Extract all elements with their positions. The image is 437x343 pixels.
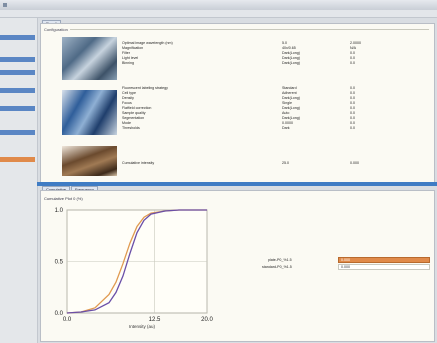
- sidebar-item-1[interactable]: [0, 35, 35, 40]
- chart-title: Cumulative Plot 0 (%): [44, 196, 83, 201]
- x-tick-label: 12.5: [149, 317, 161, 323]
- x-axis-label: Intensity (au): [129, 324, 156, 329]
- table-row: Density Dark(Long) 0.0: [122, 96, 355, 100]
- readout-value-1[interactable]: 0.000: [338, 257, 430, 263]
- sample-thumbnail-2: [62, 90, 117, 135]
- x-tick-label: 0.0: [63, 317, 72, 323]
- table-row: Focus Single 0.0: [122, 101, 355, 105]
- table-row: Fluorescent labeling strategy Standard 0.0: [122, 86, 355, 90]
- y-tick-label: 0.0: [55, 311, 64, 317]
- tab-frequency[interactable]: Frequency: [71, 186, 98, 192]
- menu-bar: [0, 10, 437, 18]
- table-row: Thresholds Dark 0.0: [122, 126, 355, 130]
- x-tick-label: 20.0: [201, 317, 213, 323]
- sidebar-item-5[interactable]: [0, 106, 35, 111]
- table-row: Optimal image wavelength (nm) 5.0 2.0000: [122, 41, 361, 45]
- cumulative-chart: 0.0 12.5 20.0 1.0 0.5 0.0 Intensity (au): [42, 200, 222, 335]
- table-row: Segmentation Dark(Long) 0.0: [122, 116, 355, 120]
- table-row: Filter Dark(Long) 0.0: [122, 51, 355, 55]
- readout-label-2: standard-P0_%1.5: [262, 265, 292, 269]
- sidebar: [0, 18, 38, 343]
- readout-label-1: plate-P0_%1.5: [268, 258, 292, 262]
- chart-svg: 0.0 12.5 20.0 1.0 0.5 0.0 Intensity (au): [55, 208, 214, 329]
- panel-divider[interactable]: [37, 182, 437, 186]
- table-row: Cell type Adherent 0.0: [122, 91, 355, 95]
- y-tick-label: 0.5: [55, 260, 64, 266]
- sample-thumbnail-1: [62, 37, 117, 80]
- group-header-label: Configuration: [44, 27, 70, 32]
- table-row: Magnification 40x/0.65 N/A: [122, 46, 356, 50]
- tab-cumulative[interactable]: Cumulative: [42, 186, 71, 192]
- sidebar-item-4[interactable]: [0, 88, 35, 93]
- readout-value-2[interactable]: 0.000: [338, 264, 430, 270]
- group-header: Configuration: [44, 27, 429, 33]
- y-tick-label: 1.0: [55, 208, 64, 214]
- table-row: Flatfield correction Dark(Long) 0.0: [122, 106, 355, 110]
- sidebar-item-7[interactable]: [0, 157, 35, 162]
- app-icon: [3, 3, 7, 7]
- table-row: Cumulative intensity 25.0 0.000: [122, 161, 359, 165]
- table-row: Sample quality Auto 0.0: [122, 111, 355, 115]
- table-row: Mode 0.0000 0.0: [122, 121, 355, 125]
- sidebar-item-6[interactable]: [0, 130, 35, 135]
- sample-thumbnail-3: [62, 146, 117, 176]
- table-row: Binning Dark(Long) 0.0: [122, 61, 355, 65]
- series-line-2: [66, 209, 207, 314]
- sidebar-item-3[interactable]: [0, 70, 35, 75]
- table-row: Light level Dark(Long) 0.0: [122, 56, 355, 60]
- sidebar-item-2[interactable]: [0, 57, 35, 62]
